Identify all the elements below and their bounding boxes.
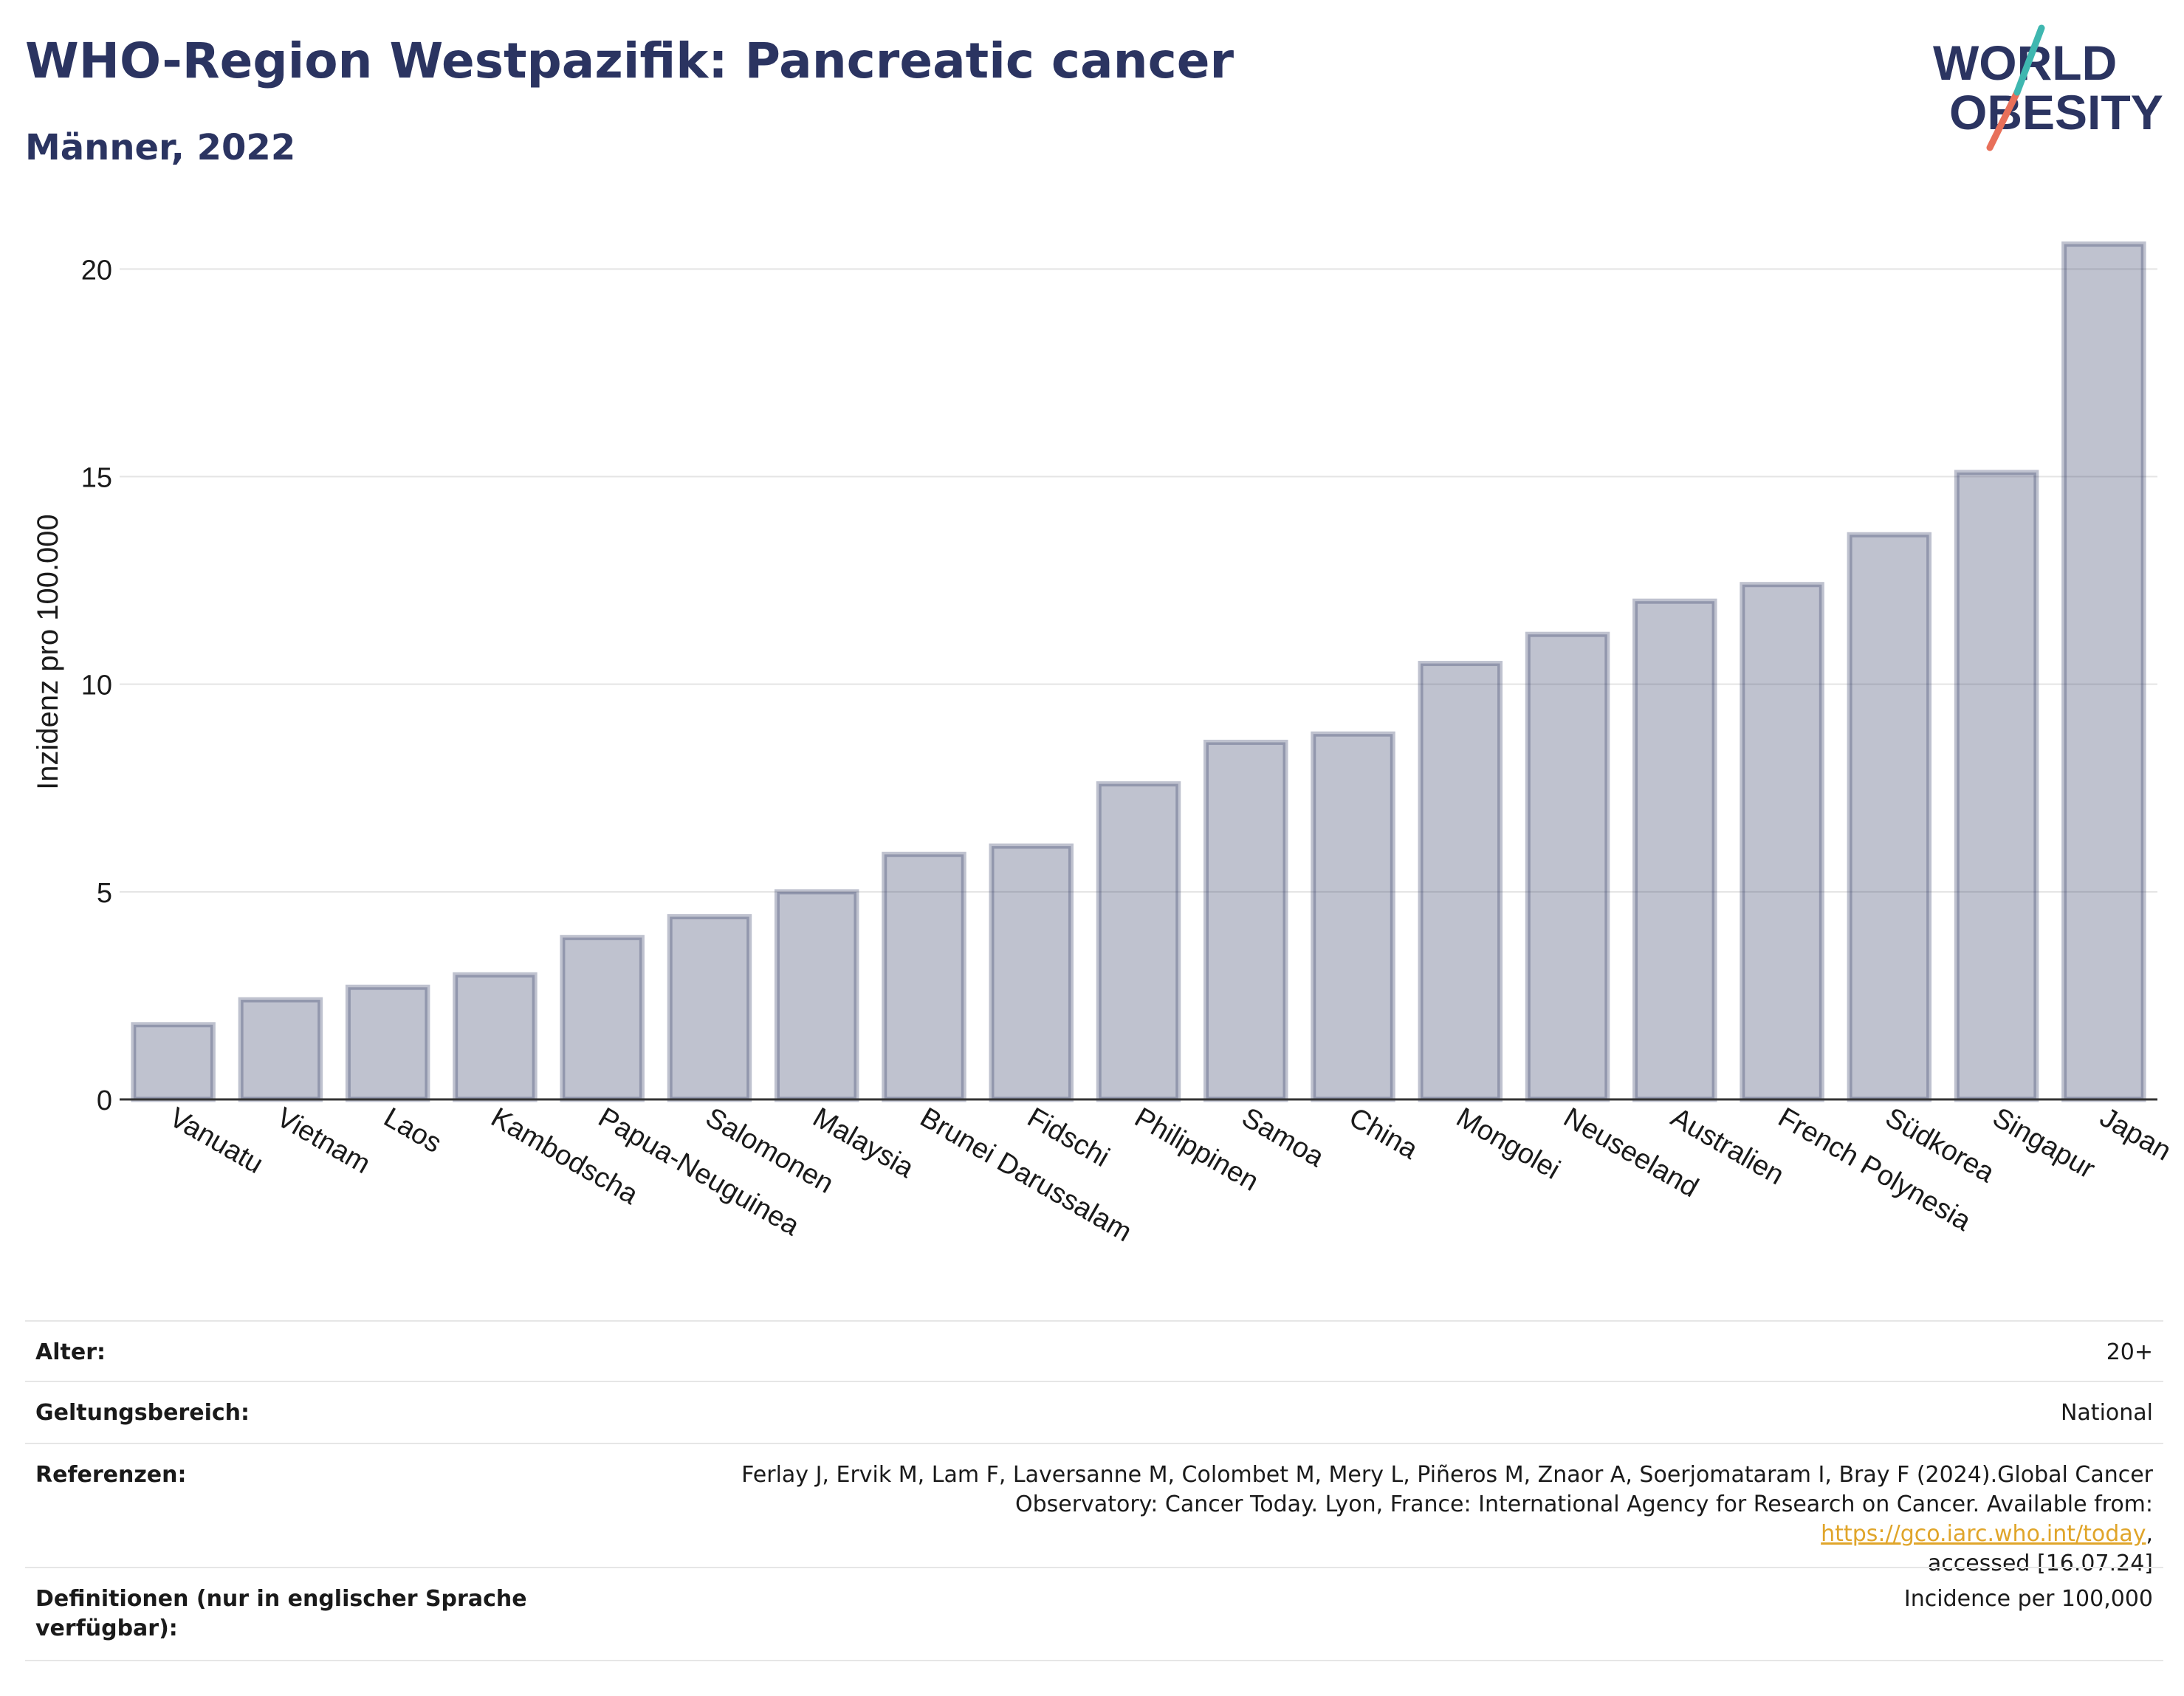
reference-comma: , [2146, 1521, 2153, 1547]
x-tick-label: Singapur [1988, 1102, 2101, 1185]
y-tick-label: 10 [81, 670, 112, 701]
bar-french-polynesia[interactable] [1740, 582, 1824, 1102]
reference-line-2: Observatory: Cancer Today. Lyon, France:… [676, 1490, 2153, 1549]
x-tick-label: Papua-Neuguinea [593, 1102, 805, 1242]
bar-brunei-darussalam[interactable] [882, 851, 966, 1102]
meta-row-scope: Geltungsbereich: National [25, 1381, 2163, 1443]
logo-line-obesity: OBESITY [1949, 85, 2163, 140]
scope-label: Geltungsbereich: [35, 1400, 250, 1426]
x-tick-label: Vanuatu [164, 1102, 268, 1180]
x-tick-label: Mongolei [1451, 1102, 1565, 1185]
reference-link[interactable]: https://gco.iarc.who.int/today [1821, 1521, 2146, 1547]
bar-samoa[interactable] [1203, 739, 1288, 1102]
age-label: Alter: [35, 1339, 106, 1365]
x-tick-label: French Polynesia [1773, 1102, 1977, 1237]
bar-vanuatu[interactable] [131, 1022, 216, 1102]
meta-row-references: Referenzen: Ferlay J, Ervik M, Lam F, La… [25, 1443, 2163, 1576]
y-tick-label: 20 [81, 255, 112, 286]
bar-philippinen[interactable] [1096, 781, 1181, 1102]
definitions-label: Definitionen (nur in englischer Sprache … [35, 1586, 527, 1641]
definitions-value: Incidence per 100,000 [1903, 1586, 2153, 1612]
y-tick-label: 5 [97, 878, 112, 909]
meta-row-age: Alter: 20+ [25, 1320, 2163, 1381]
bar-papua-neuguinea[interactable] [560, 935, 645, 1102]
bar-singapur[interactable] [1954, 470, 2039, 1102]
bar-mongolei[interactable] [1418, 661, 1503, 1102]
meta-row-definitions: Definitionen (nur in englischer Sprache … [25, 1567, 2163, 1661]
reference-text: Observatory: Cancer Today. Lyon, France:… [1014, 1491, 2153, 1517]
chart-title: WHO-Region Westpazifik: Pancreatic cance… [25, 32, 1234, 89]
bar-japan[interactable] [2061, 241, 2146, 1102]
bar-salomonen[interactable] [667, 914, 752, 1102]
y-tick-label: 15 [81, 463, 112, 494]
scope-value: National [2060, 1400, 2153, 1426]
bar-kambodscha[interactable] [453, 972, 538, 1102]
bar-china[interactable] [1311, 731, 1395, 1102]
bar-vietnam[interactable] [238, 997, 323, 1102]
reference-line-1: Ferlay J, Ervik M, Lam F, Laversanne M, … [741, 1462, 2153, 1488]
x-tick-label: China [1344, 1102, 1424, 1165]
metadata-table: Alter: 20+ Geltungsbereich: National Ref… [25, 1320, 2163, 1661]
bar-malaysia[interactable] [774, 889, 859, 1102]
y-tick-label: 0 [97, 1085, 112, 1116]
x-tick-label: Japan [2095, 1102, 2177, 1167]
y-axis-label: Inzidenz pro 100.000 [32, 514, 64, 790]
references-value: Ferlay J, Ervik M, Lam F, Laversanne M, … [676, 1460, 2153, 1579]
x-tick-label: Vietnam [271, 1102, 375, 1180]
bar-südkorea[interactable] [1847, 532, 1932, 1102]
bar-neuseeland[interactable] [1525, 631, 1610, 1102]
chart-subtitle: Männer, 2022 [25, 127, 296, 168]
references-label: Referenzen: [35, 1462, 187, 1488]
world-obesity-logo: WORLD OBESITY [1933, 24, 2163, 151]
bar-australien[interactable] [1632, 598, 1717, 1102]
x-tick-label: Laos [379, 1102, 447, 1159]
bar-laos[interactable] [345, 984, 430, 1102]
reference-line-3: accessed [16.07.24] [1927, 1551, 2153, 1576]
age-value: 20+ [2106, 1339, 2153, 1365]
bar-fidschi[interactable] [989, 843, 1074, 1102]
